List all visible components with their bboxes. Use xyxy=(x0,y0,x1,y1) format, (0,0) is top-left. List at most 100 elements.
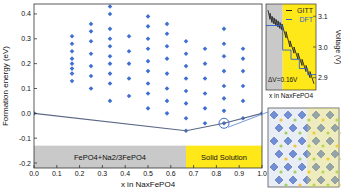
y-tick-label: 0.1 xyxy=(21,85,31,92)
x-tick-label: 0.7 xyxy=(189,170,199,177)
point xyxy=(203,121,208,126)
polyhedron xyxy=(270,137,278,145)
point xyxy=(165,22,170,27)
point xyxy=(203,46,208,51)
point xyxy=(108,12,113,17)
highlight-point xyxy=(219,118,229,128)
point xyxy=(146,14,151,19)
structure-overlay xyxy=(307,108,339,187)
point xyxy=(184,51,189,56)
point xyxy=(184,76,189,81)
point xyxy=(146,69,151,74)
y-tick xyxy=(313,77,316,78)
point xyxy=(89,39,94,44)
annotation: ΔV=0.16V xyxy=(268,76,298,83)
point xyxy=(70,49,75,54)
point xyxy=(222,54,227,59)
voltage-line xyxy=(266,26,316,75)
polyhedron xyxy=(284,163,292,171)
point xyxy=(222,41,227,46)
point xyxy=(108,54,113,59)
point xyxy=(70,61,75,66)
y-tick-label: 3.1 xyxy=(318,13,328,20)
point xyxy=(70,41,75,46)
atom xyxy=(284,183,287,186)
region xyxy=(34,146,186,168)
atom xyxy=(293,144,296,147)
atom xyxy=(284,131,287,134)
x-tick-label: 0.0 xyxy=(29,170,39,177)
point xyxy=(222,96,227,101)
y-tick xyxy=(34,138,37,139)
y-tick-label: 0.0 xyxy=(21,110,31,117)
polyhedron xyxy=(270,163,278,171)
x-tick-label: 0.1 xyxy=(52,170,62,177)
atom xyxy=(293,170,296,173)
plot-area xyxy=(34,4,262,168)
x-tick-label: 0.4 xyxy=(120,170,130,177)
point xyxy=(89,22,94,27)
y-tick-label: -0.2 xyxy=(19,160,31,167)
point xyxy=(203,61,208,66)
atom xyxy=(293,118,296,121)
point xyxy=(241,46,246,51)
polyhedron xyxy=(298,163,306,171)
point xyxy=(184,89,189,94)
polyhedron xyxy=(289,150,297,158)
point xyxy=(146,24,151,29)
point xyxy=(222,27,227,32)
x-tick-label: 0.6 xyxy=(166,170,176,177)
point xyxy=(165,44,170,49)
point xyxy=(89,51,94,56)
inset-plot-area xyxy=(266,4,316,90)
x-axis-label: x in NaxFePO4 xyxy=(269,92,313,99)
x-axis-label: x in NaxFePO4 xyxy=(121,180,176,189)
point xyxy=(108,99,113,104)
polyhedron xyxy=(284,111,292,119)
point xyxy=(127,76,132,81)
inset-bg xyxy=(266,4,316,90)
polyhedron xyxy=(275,176,283,184)
polyhedron xyxy=(270,111,278,119)
point xyxy=(70,34,75,39)
point xyxy=(108,4,113,9)
structure-frame xyxy=(268,108,339,187)
point xyxy=(165,71,170,76)
x-tick-label: 0.9 xyxy=(234,170,244,177)
y-tick xyxy=(34,13,37,14)
x-tick xyxy=(102,165,103,168)
y-tick xyxy=(34,38,37,39)
y-tick xyxy=(34,163,37,164)
point xyxy=(203,76,208,81)
point xyxy=(165,56,170,61)
x-tick xyxy=(216,165,217,168)
y-tick xyxy=(34,113,37,114)
point xyxy=(222,84,227,89)
point xyxy=(165,111,170,116)
x-tick-label: 0.5 xyxy=(143,170,153,177)
atom xyxy=(298,183,301,186)
y-tick-label: 0.3 xyxy=(21,35,31,42)
point xyxy=(146,36,151,41)
point xyxy=(146,91,151,96)
region xyxy=(186,146,262,168)
y-tick-label: 2.9 xyxy=(318,74,328,81)
x-tick xyxy=(170,165,171,168)
point xyxy=(127,49,132,54)
polyhedron xyxy=(298,111,306,119)
point xyxy=(184,39,189,44)
y-tick-label: 0.4 xyxy=(21,10,31,17)
y-tick-label: 3.0 xyxy=(318,44,328,51)
x-tick xyxy=(125,165,126,168)
hull-line xyxy=(34,113,262,130)
structure-image xyxy=(268,108,341,187)
point xyxy=(184,116,189,121)
point xyxy=(165,32,170,37)
y-axis-label: Voltage (V) xyxy=(334,30,341,65)
point xyxy=(222,69,227,74)
atom xyxy=(279,144,282,147)
point xyxy=(108,81,113,86)
point xyxy=(146,59,151,64)
y-axis-label: Formation energy (eV) xyxy=(1,46,10,126)
frame xyxy=(34,4,262,168)
